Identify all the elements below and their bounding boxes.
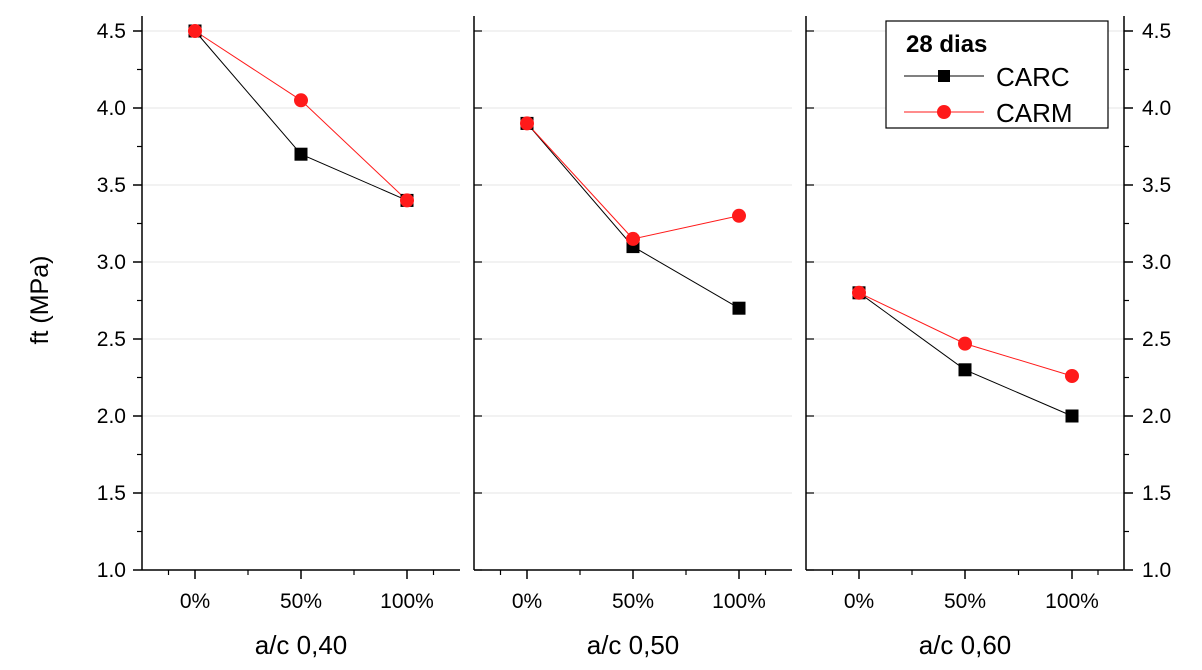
data-point-carc bbox=[294, 147, 308, 161]
data-point-carc bbox=[958, 363, 972, 377]
y-tick-label-right: 4.5 bbox=[1142, 20, 1171, 43]
y-tick-label-right: 1.0 bbox=[1142, 559, 1171, 582]
y-tick-label-right: 2.5 bbox=[1142, 328, 1171, 351]
x-tick-label: 0% bbox=[180, 590, 210, 613]
x-tick-label: 100% bbox=[380, 590, 434, 613]
y-tick-label-left: 2.5 bbox=[97, 328, 126, 351]
x-axis-label: a/c 0,60 bbox=[919, 630, 1012, 660]
x-tick-label: 0% bbox=[512, 590, 542, 613]
data-point-carc bbox=[1065, 409, 1079, 423]
y-tick-label-right: 3.0 bbox=[1142, 251, 1171, 274]
x-tick-label: 50% bbox=[612, 590, 654, 613]
x-axis-label: a/c 0,50 bbox=[587, 630, 680, 660]
legend-box bbox=[885, 20, 1109, 129]
series-line-carc bbox=[194, 30, 408, 201]
data-point-carm bbox=[852, 285, 866, 300]
series-line-carc bbox=[858, 292, 1073, 417]
data-point-carm bbox=[294, 93, 308, 108]
legend: 28 dias CARC CARM bbox=[885, 20, 1109, 129]
x-tick-label: 100% bbox=[1045, 590, 1099, 613]
legend-label-carm: CARM bbox=[996, 98, 1073, 128]
x-tick-label: 100% bbox=[712, 590, 766, 613]
y-axis-label: ft (MPa) bbox=[26, 256, 54, 345]
x-tick-label: 50% bbox=[280, 590, 322, 613]
data-point-carm bbox=[520, 116, 534, 131]
y-tick-label-left: 4.5 bbox=[97, 20, 126, 43]
legend-marker-carm bbox=[937, 105, 951, 119]
x-tick-label: 0% bbox=[844, 590, 874, 613]
series-line-carc bbox=[526, 123, 740, 309]
y-tick-label-right: 1.5 bbox=[1142, 482, 1171, 505]
legend-marker-carc bbox=[938, 70, 950, 82]
y-tick-label-right: 3.5 bbox=[1142, 174, 1171, 197]
data-point-carc bbox=[732, 301, 746, 315]
series-line-carm bbox=[194, 30, 408, 201]
y-tick-label-left: 1.5 bbox=[97, 482, 126, 505]
series bbox=[188, 24, 1079, 423]
x-tick-label: 50% bbox=[944, 590, 986, 613]
axes: 0% 50% 100% a/c 0,40 0% 50% 100% a/c 0,50 0% 50% 1… bbox=[97, 16, 1171, 660]
y-tick-label-right: 2.0 bbox=[1142, 405, 1171, 428]
y-tick-label-right: 4.0 bbox=[1142, 97, 1171, 120]
data-point-carm bbox=[958, 336, 972, 351]
data-point-carm bbox=[400, 193, 414, 208]
x-axis-label: a/c 0,40 bbox=[255, 630, 348, 660]
y-tick-label-left: 3.5 bbox=[97, 174, 126, 197]
data-point-carm bbox=[188, 24, 202, 38]
data-point-carm bbox=[732, 208, 746, 223]
legend-label-carc: CARC bbox=[996, 62, 1070, 92]
y-tick-label-left: 1.0 bbox=[97, 559, 126, 582]
legend-title: 28 dias bbox=[906, 31, 987, 58]
data-point-carm bbox=[626, 231, 640, 246]
data-point-carm bbox=[1065, 368, 1079, 383]
y-tick-label-left: 2.0 bbox=[97, 405, 126, 428]
y-tick-label-left: 4.0 bbox=[97, 97, 126, 120]
y-tick-label-left: 3.0 bbox=[97, 251, 126, 274]
series-line-carm bbox=[526, 123, 740, 240]
